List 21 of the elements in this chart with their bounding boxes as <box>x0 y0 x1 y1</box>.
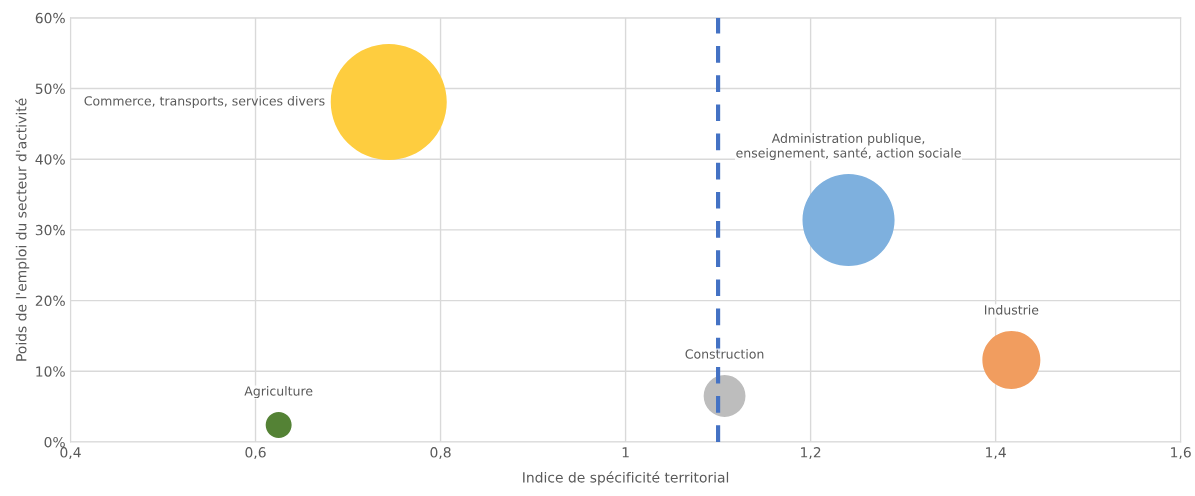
y-tick-label: 50% <box>35 83 65 95</box>
text: Administration publique, enseignement, santé, action sociale <box>736 133 961 161</box>
y-tick-label: 0% <box>44 436 65 448</box>
y-tick-label: 40% <box>35 154 65 165</box>
x-tick-label: 1 <box>622 447 629 458</box>
y-tick-label: 30% <box>35 224 65 236</box>
y-tick-label: 20% <box>35 295 65 307</box>
x-tick-label: 1,6 <box>1171 447 1191 459</box>
series-label: Commerce, transports, services divers <box>84 95 325 109</box>
x-tick-label: 0,6 <box>245 447 266 459</box>
series-label: Construction <box>685 349 764 359</box>
y-tick-label: 60% <box>35 12 65 24</box>
series-label: Industrie <box>985 304 1039 315</box>
x-tick-label: 0,4 <box>60 447 81 459</box>
series-label: Agriculture <box>244 386 313 399</box>
x-tick-label: 1,2 <box>801 447 821 459</box>
y-tick-label: 10% <box>36 366 65 377</box>
x-tick-label: 0,8 <box>430 447 451 459</box>
x-axis-title: Indice de spécificité territorial <box>523 471 729 486</box>
y-axis-title: Poids de l'emploi du secteur d'activité <box>15 98 30 361</box>
x-tick-label: 1,4 <box>986 447 1006 459</box>
